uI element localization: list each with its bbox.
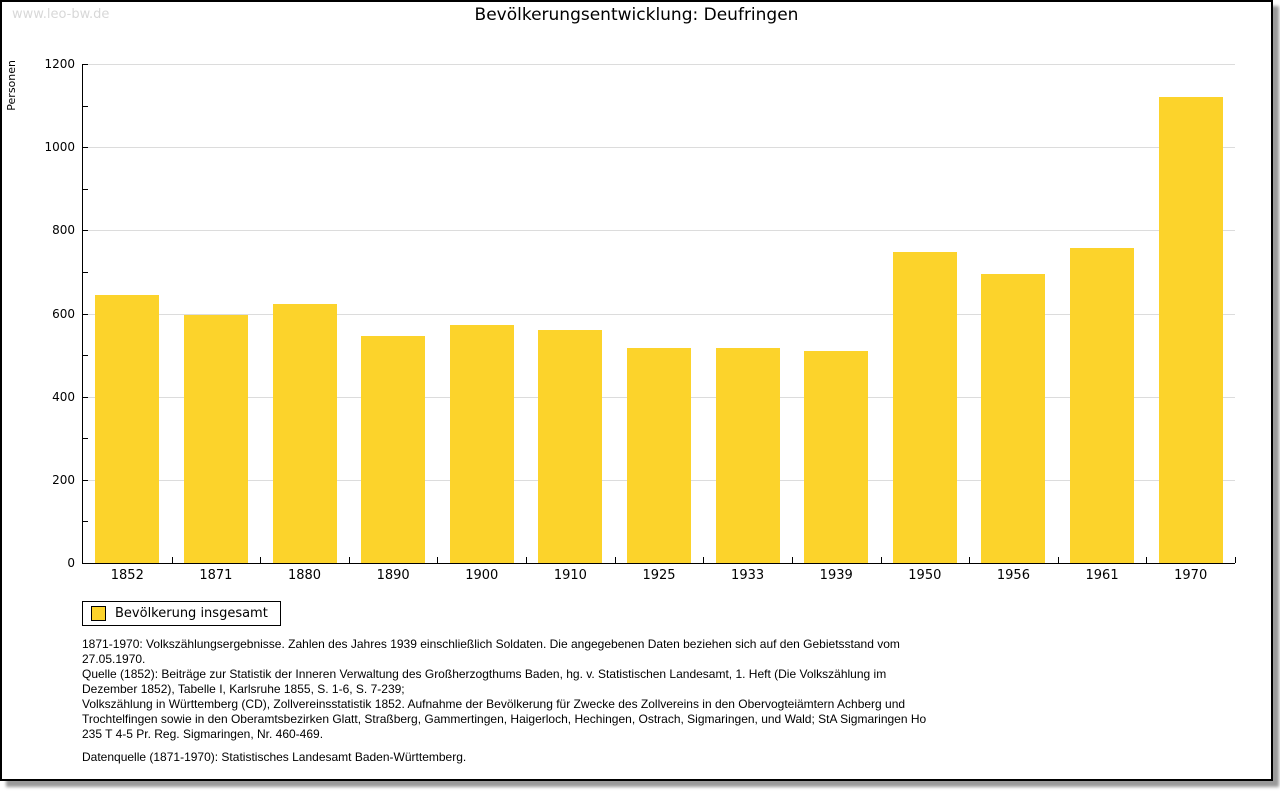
y-tick-400 xyxy=(83,396,88,398)
bar-1956 xyxy=(981,274,1046,563)
datasource-note: Datenquelle (1871-1970): Statistisches L… xyxy=(82,750,467,764)
y-tick-700 xyxy=(83,271,88,273)
x-tick-label-1871: 1871 xyxy=(199,568,233,583)
bar-1890 xyxy=(361,336,426,563)
x-tick-label-1880: 1880 xyxy=(287,568,322,583)
x-tick-label-1910: 1910 xyxy=(553,568,587,583)
x-tick-1 xyxy=(172,557,173,563)
gridline-800 xyxy=(83,230,1235,232)
x-tick-label-1950: 1950 xyxy=(908,568,942,583)
watermark: www.leo-bw.de xyxy=(12,7,110,22)
x-tick-label-1933: 1933 xyxy=(731,568,765,583)
bar-1880 xyxy=(272,304,337,563)
y-tick-300 xyxy=(83,438,88,440)
x-tick-12 xyxy=(1146,557,1147,563)
x-tick-label-1925: 1925 xyxy=(642,568,676,583)
y-tick-1100 xyxy=(83,105,88,107)
y-tick-label-600: 600 xyxy=(52,306,75,321)
x-tick-13 xyxy=(1235,557,1236,563)
bar-1925 xyxy=(627,348,691,563)
x-tick-9 xyxy=(881,557,882,563)
bar-1970 xyxy=(1158,97,1223,563)
y-tick-600 xyxy=(83,313,88,315)
y-tick-100 xyxy=(83,521,88,523)
gridline-600 xyxy=(83,313,1235,315)
bar-1961 xyxy=(1070,248,1135,563)
footnote-census: 1871-1970: Volkszählungsergebnisse. Zahl… xyxy=(82,637,900,666)
x-tick-7 xyxy=(703,557,704,563)
x-tick-3 xyxy=(349,557,350,563)
bar-1900 xyxy=(449,325,514,563)
x-tick-label-1956: 1956 xyxy=(996,568,1030,583)
gridline-1200 xyxy=(83,64,1235,65)
plot-area: 0 200 400 600 800 1000 1200 1852 1871 1880 1890 190… xyxy=(44,57,1236,583)
bar-1852 xyxy=(95,295,160,563)
bar-1939 xyxy=(804,351,869,563)
y-tick-200 xyxy=(83,479,88,481)
x-tick-4 xyxy=(437,557,438,563)
gridline-1000 xyxy=(83,147,1235,149)
y-tick-label-400: 400 xyxy=(52,389,75,404)
x-tick-8 xyxy=(792,557,793,563)
x-tick-label-1939: 1939 xyxy=(819,568,853,583)
y-tick-label-1200: 1200 xyxy=(44,57,75,71)
y-tick-label-200: 200 xyxy=(52,472,75,487)
x-tick-5 xyxy=(526,557,527,563)
y-tick-label-0: 0 xyxy=(67,556,75,570)
x-tick-2 xyxy=(260,557,261,563)
x-tick-6 xyxy=(615,557,616,563)
x-tick-label-1900: 1900 xyxy=(465,568,499,583)
y-tick-label-800: 800 xyxy=(52,223,75,238)
legend: Bevölkerung insgesamt xyxy=(82,601,281,626)
bar-1871 xyxy=(183,315,248,563)
legend-swatch xyxy=(91,606,106,621)
footnote-quelle-1852: Quelle (1852): Beiträge zur Statistik de… xyxy=(82,667,887,696)
y-axis-label: Personen xyxy=(5,60,18,111)
x-tick-11 xyxy=(1058,557,1059,563)
bar-1910 xyxy=(538,330,603,563)
x-tick-10 xyxy=(969,557,970,563)
chart-title: Bevölkerungsentwicklung: Deufringen xyxy=(474,5,799,25)
footnote-volkszaehlung-wuerttemberg: Volkszählung in Württemberg (CD), Zollve… xyxy=(82,697,927,741)
x-tick-label-1852: 1852 xyxy=(110,568,144,583)
x-tick-label-1890: 1890 xyxy=(376,568,410,583)
legend-label: Bevölkerung insgesamt xyxy=(115,606,268,621)
y-tick-900 xyxy=(83,188,88,190)
x-tick-label-1970: 1970 xyxy=(1174,568,1208,583)
y-tick-500 xyxy=(83,355,88,357)
y-tick-label-1000: 1000 xyxy=(44,140,75,155)
x-tick-label-1961: 1961 xyxy=(1085,568,1119,583)
bar-1950 xyxy=(892,252,957,563)
y-tick-1000 xyxy=(83,147,88,149)
y-tick-800 xyxy=(83,230,88,232)
y-tick-1200 xyxy=(83,64,88,65)
bar-1933 xyxy=(715,348,780,563)
footnotes: 1871-1970: Volkszählungsergebnisse. Zahl… xyxy=(82,637,932,765)
